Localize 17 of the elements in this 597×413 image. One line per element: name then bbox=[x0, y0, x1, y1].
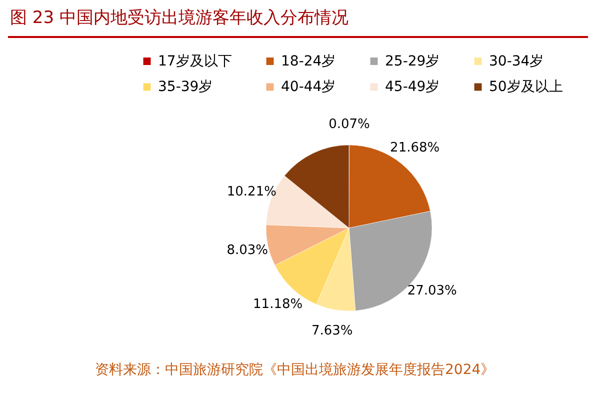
data-label: 27.03% bbox=[407, 284, 457, 299]
legend-label: 30-34岁 bbox=[489, 53, 544, 70]
legend-label: 50岁及以上 bbox=[489, 79, 563, 95]
text: 资料来源：中国旅游研究院《中国出境旅游发展年度报告2024》 bbox=[95, 361, 496, 380]
data-label: 11.18% bbox=[253, 296, 303, 312]
legend-label: 25-29岁 bbox=[385, 53, 440, 70]
legend-label: 18-24岁 bbox=[281, 53, 336, 70]
data-label: 21.68% bbox=[390, 140, 440, 156]
legend-label: 40-44岁 bbox=[281, 79, 336, 95]
legend-label: 17岁及以下 bbox=[158, 53, 232, 70]
data-label: 0.07% bbox=[328, 117, 370, 132]
chart-title: 图 23 中国内地受访出境游客年收入分布情况 bbox=[10, 7, 348, 29]
legend-label: 45-49岁 bbox=[385, 79, 440, 95]
data-label: 7.63% bbox=[311, 324, 353, 339]
data-label: 10.21% bbox=[226, 184, 276, 200]
data-label: 8.03% bbox=[226, 243, 268, 258]
legend-label: 35-39岁 bbox=[158, 79, 213, 95]
